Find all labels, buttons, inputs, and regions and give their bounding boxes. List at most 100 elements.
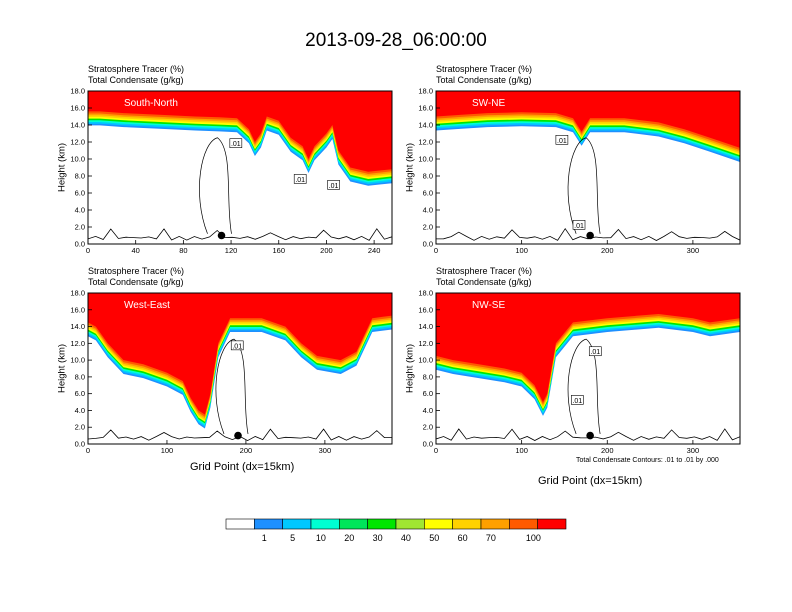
panel-frame bbox=[435, 292, 741, 445]
y-tick-label: 18.0 bbox=[418, 87, 433, 96]
y-tick-label: 4.0 bbox=[75, 406, 85, 415]
contour-label-box bbox=[555, 135, 569, 145]
y-tick-label: 8.0 bbox=[423, 172, 433, 181]
x-tick-label: 0 bbox=[434, 446, 438, 455]
y-tick-label: 16.0 bbox=[418, 305, 433, 314]
contour-label: .01 bbox=[557, 138, 567, 145]
y-tick-label: 4.0 bbox=[75, 206, 85, 215]
x-tick-label: 200 bbox=[320, 246, 333, 255]
x-tick-label: 80 bbox=[179, 246, 187, 255]
y-tick-label: 10.0 bbox=[418, 155, 433, 164]
y-tick-label: 2.0 bbox=[75, 223, 85, 232]
x-tick-label: 120 bbox=[225, 246, 238, 255]
contour-label: .01 bbox=[590, 349, 600, 356]
panel-frame bbox=[435, 90, 741, 245]
contour-label-box bbox=[293, 174, 307, 184]
y-tick-label: 6.0 bbox=[75, 389, 85, 398]
x-tick-label: 200 bbox=[601, 246, 614, 255]
x-tick-label: 100 bbox=[515, 446, 528, 455]
x-tick-label: 160 bbox=[272, 246, 285, 255]
location-marker bbox=[217, 231, 226, 240]
tracer-core bbox=[436, 91, 740, 148]
colorbar-label: 30 bbox=[373, 533, 383, 543]
condensate-contour bbox=[567, 137, 601, 234]
y-tick-label: 16.0 bbox=[70, 305, 85, 314]
condensate-contour bbox=[215, 338, 249, 435]
panel3-label-line1: Stratosphere Tracer (%) bbox=[88, 266, 185, 276]
y-tick-label: 8.0 bbox=[75, 172, 85, 181]
colorbar-label: 60 bbox=[458, 533, 468, 543]
y-tick-label: 2.0 bbox=[75, 423, 85, 432]
panel4-label-line2: Total Condensate (g/kg) bbox=[436, 277, 532, 287]
x-tick-label: 0 bbox=[86, 446, 90, 455]
tracer-core bbox=[88, 293, 392, 415]
terrain-line bbox=[436, 227, 740, 241]
y-tick-label: 18.0 bbox=[418, 289, 433, 298]
panel2-label-line2: Total Condensate (g/kg) bbox=[436, 75, 532, 85]
colorbar-swatch bbox=[367, 518, 397, 530]
panel-name: West-East bbox=[124, 300, 170, 311]
colorbar-label: 70 bbox=[486, 533, 496, 543]
panel1-label-line1: Stratosphere Tracer (%) bbox=[88, 64, 185, 74]
y-tick-label: 0.0 bbox=[423, 440, 433, 449]
y-tick-label: 12.0 bbox=[70, 138, 85, 147]
colorbar-label: 1 bbox=[262, 533, 267, 543]
colorbar-swatch bbox=[424, 518, 453, 530]
x-tick-label: 0 bbox=[434, 246, 438, 255]
y-tick-label: 16.0 bbox=[70, 104, 85, 113]
contour-label: .01 bbox=[232, 343, 242, 350]
colorbar-label: 50 bbox=[429, 533, 439, 543]
panel2-label-line1: Stratosphere Tracer (%) bbox=[436, 64, 533, 74]
y-tick-label: 14.0 bbox=[418, 322, 433, 331]
contour-label: .01 bbox=[295, 177, 305, 184]
y-tick-label: 0.0 bbox=[75, 240, 85, 249]
contour-label: .01 bbox=[572, 398, 582, 405]
panel3-xlabel: Grid Point (dx=15km) bbox=[190, 461, 295, 473]
x-tick-label: 40 bbox=[132, 246, 140, 255]
colorbar-label: 20 bbox=[344, 533, 354, 543]
tracer-core bbox=[88, 91, 392, 172]
colorbar-swatch bbox=[225, 518, 255, 530]
y-tick-label: 18.0 bbox=[70, 87, 85, 96]
location-marker bbox=[586, 431, 594, 440]
panel3-label: Stratosphere Tracer (%) Total Condensate… bbox=[88, 266, 184, 288]
y-tick-label: 8.0 bbox=[75, 372, 85, 381]
y-tick-label: 0.0 bbox=[423, 240, 433, 249]
colorbar-swatch bbox=[310, 518, 340, 530]
colorbar-swatch bbox=[395, 518, 425, 530]
x-tick-label: 0 bbox=[86, 246, 90, 255]
x-tick-label: 100 bbox=[161, 446, 174, 455]
x-tick-label: 100 bbox=[515, 246, 528, 255]
location-marker bbox=[234, 431, 242, 440]
y-tick-label: 10.0 bbox=[418, 356, 433, 365]
colorbar-label: 40 bbox=[401, 533, 411, 543]
panel-2: .01 .01 SW-NE 0.0 2.0 4.0 6.0 8.0 10.0 12.0 14.0 16… bbox=[418, 87, 741, 255]
condensate-contour bbox=[567, 338, 601, 435]
contour-label: .01 bbox=[329, 183, 339, 190]
panel4-label: Stratosphere Tracer (%) Total Condensate… bbox=[436, 266, 532, 288]
panel4-label-line1: Stratosphere Tracer (%) bbox=[436, 266, 533, 276]
y-tick-label: 16.0 bbox=[418, 104, 433, 113]
chart-title: 2013-09-28_06:00:00 bbox=[305, 30, 487, 51]
panel-field: .01 .01 bbox=[436, 91, 740, 244]
panel1-label: Stratosphere Tracer (%) Total Condensate… bbox=[88, 64, 184, 86]
panel3-label-line2: Total Condensate (g/kg) bbox=[88, 277, 184, 287]
panel-1: .01 .01 .01 South-North 0.0 2.0 4.0 6.0 8.0 10.0 1… bbox=[70, 87, 393, 255]
panel-3: .01 West-East 0.0 2.0 4.0 6.0 8.0 10.0 12.0 14.0 1… bbox=[70, 289, 393, 455]
y-tick-label: 2.0 bbox=[423, 423, 433, 432]
y-tick-label: 6.0 bbox=[423, 189, 433, 198]
panel4-xlabel: Grid Point (dx=15km) bbox=[538, 475, 643, 487]
contour-label-box bbox=[570, 395, 584, 405]
colorbar-swatch bbox=[339, 518, 368, 530]
terrain-line bbox=[88, 228, 392, 241]
x-tick-label: 300 bbox=[319, 446, 332, 455]
y-tick-label: 4.0 bbox=[423, 406, 433, 415]
colorbar-label: 5 bbox=[290, 533, 295, 543]
colorbar-swatch bbox=[537, 518, 567, 530]
y-tick-label: 10.0 bbox=[70, 356, 85, 365]
contour-label-box bbox=[229, 138, 243, 148]
y-tick-label: 10.0 bbox=[70, 155, 85, 164]
y-tick-label: 12.0 bbox=[70, 339, 85, 348]
x-tick-label: 200 bbox=[601, 446, 614, 455]
